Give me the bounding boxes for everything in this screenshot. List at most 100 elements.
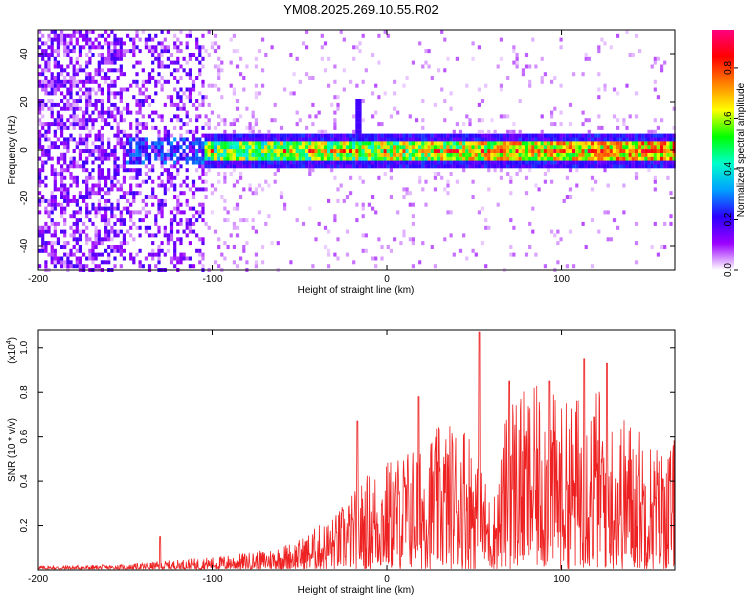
heatmap-cell	[550, 141, 554, 146]
heatmap-cell	[179, 106, 183, 111]
heatmap-cell	[157, 183, 161, 188]
heatmap-cell	[474, 156, 478, 161]
colorbar-label: Normalized spectral amplitude	[736, 82, 747, 217]
heatmap-cell	[418, 137, 422, 142]
heatmap-cell	[217, 76, 221, 80]
heatmap-cell	[110, 91, 114, 96]
heatmap-cell	[191, 129, 196, 134]
heatmap-cell	[559, 156, 563, 161]
heatmap-cell	[248, 137, 252, 142]
heatmap-cell	[430, 76, 434, 80]
heatmap-cell	[242, 187, 246, 192]
heatmap-cell	[198, 260, 202, 265]
heatmap-cell	[94, 79, 98, 84]
heatmap-cell	[361, 206, 365, 211]
heatmap-cell	[63, 37, 67, 42]
heatmap-cell	[524, 175, 529, 180]
spectrogram-cells	[38, 29, 676, 272]
heatmap-cell	[207, 122, 211, 127]
heatmap-cell	[487, 187, 491, 192]
heatmap-cell	[69, 56, 73, 61]
heatmap-cell	[210, 133, 214, 138]
heatmap-cell	[452, 156, 456, 161]
heatmap-cell	[327, 160, 331, 165]
heatmap-cell	[63, 175, 67, 180]
heatmap-cell	[163, 225, 167, 230]
heatmap-cell	[480, 156, 485, 161]
heatmap-cell	[358, 129, 362, 134]
heatmap-cell	[305, 125, 309, 130]
heatmap-cell	[201, 179, 205, 184]
heatmap-cell	[213, 64, 218, 69]
heatmap-cell	[496, 156, 500, 161]
heatmap-cell	[458, 156, 463, 161]
heatmap-cell	[534, 152, 538, 157]
heatmap-cell	[292, 145, 296, 150]
heatmap-cell	[339, 183, 343, 188]
heatmap-cell	[377, 237, 381, 242]
heatmap-cell	[452, 129, 456, 134]
heatmap-cell	[524, 252, 529, 257]
heatmap-cell	[418, 160, 422, 165]
heatmap-cell	[116, 37, 120, 42]
heatmap-cell	[273, 160, 277, 165]
heatmap-cell	[308, 145, 312, 150]
heatmap-cell	[119, 72, 123, 77]
heatmap-cell	[195, 141, 199, 146]
heatmap-cell	[82, 141, 86, 146]
heatmap-cell	[195, 125, 199, 130]
heatmap-cell	[634, 141, 639, 146]
heatmap-cell	[135, 145, 139, 150]
heatmap-cell	[94, 191, 98, 196]
heatmap-cell	[430, 145, 434, 150]
heatmap-cell	[113, 83, 117, 88]
heatmap-cell	[69, 172, 73, 176]
heatmap-cell	[553, 145, 557, 150]
heatmap-cell	[367, 133, 371, 138]
heatmap-cell	[295, 56, 299, 61]
heatmap-cell	[276, 149, 280, 153]
heatmap-cell	[97, 198, 101, 203]
heatmap-cell	[122, 133, 126, 138]
heatmap-cell	[151, 252, 155, 257]
heatmap-cell	[154, 110, 158, 115]
heatmap-cell	[647, 137, 651, 142]
heatmap-cell	[144, 172, 148, 176]
heatmap-cell	[138, 137, 142, 142]
heatmap-cell	[104, 110, 108, 115]
heatmap-cell	[512, 129, 516, 134]
heatmap-cell	[91, 248, 95, 253]
heatmap-cell	[176, 195, 180, 199]
heatmap-cell	[440, 87, 444, 92]
heatmap-cell	[355, 145, 359, 150]
heatmap-cell	[553, 76, 557, 80]
heatmap-cell	[666, 175, 670, 180]
heatmap-cell	[97, 241, 101, 246]
heatmap-cell	[647, 129, 651, 134]
y-tick-label: -40	[19, 238, 30, 253]
heatmap-cell	[173, 68, 177, 73]
heatmap-cell	[78, 122, 82, 127]
heatmap-cell	[88, 248, 92, 253]
heatmap-cell	[415, 118, 419, 123]
heatmap-cell	[512, 160, 516, 165]
heatmap-cell	[85, 122, 89, 127]
heatmap-cell	[283, 87, 287, 92]
heatmap-cell	[66, 141, 70, 146]
heatmap-cell	[107, 245, 111, 249]
heatmap-cell	[78, 195, 82, 199]
heatmap-cell	[63, 156, 67, 161]
heatmap-cell	[229, 83, 233, 88]
heatmap-cell	[587, 149, 591, 153]
heatmap-cell	[515, 172, 519, 176]
heatmap-cell	[63, 106, 67, 111]
heatmap-cell	[94, 225, 98, 230]
heatmap-cell	[286, 141, 290, 146]
heatmap-cell	[512, 145, 516, 150]
heatmap-cell	[653, 129, 657, 134]
heatmap-cell	[113, 152, 117, 157]
heatmap-cell	[38, 248, 42, 253]
heatmap-cell	[543, 164, 547, 169]
heatmap-cell	[166, 233, 170, 238]
heatmap-cell	[590, 141, 595, 146]
